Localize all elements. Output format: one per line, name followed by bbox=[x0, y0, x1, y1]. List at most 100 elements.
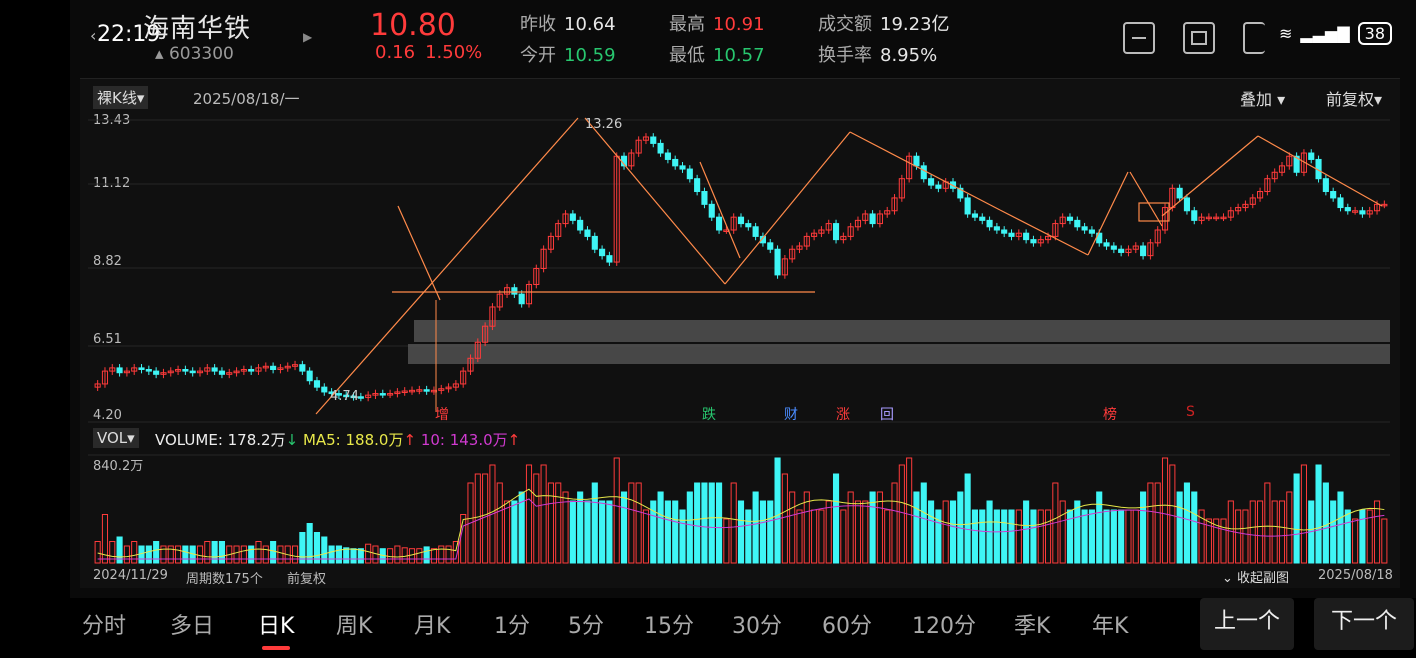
candle-body bbox=[438, 388, 445, 391]
trend-line bbox=[724, 131, 851, 285]
candle-body bbox=[416, 389, 423, 392]
volume-bar bbox=[613, 457, 620, 564]
candle-body bbox=[708, 203, 715, 218]
candle-body bbox=[423, 389, 430, 392]
candle-body bbox=[759, 235, 766, 244]
tab-1min[interactable]: 1分 bbox=[494, 614, 530, 639]
candle-body bbox=[467, 357, 474, 372]
event-marker[interactable]: 涨 bbox=[836, 407, 850, 423]
volume-bar bbox=[1205, 518, 1212, 564]
candle-body bbox=[387, 393, 394, 396]
candle-body bbox=[891, 197, 898, 212]
open-label: 今开 bbox=[520, 45, 556, 66]
volume-bar bbox=[869, 491, 876, 564]
fullscreen-icon[interactable] bbox=[1243, 22, 1265, 54]
candle-body bbox=[291, 364, 299, 367]
tab-15min[interactable]: 15分 bbox=[644, 614, 694, 639]
turnover-value: 8.95% bbox=[880, 45, 938, 66]
candle-body bbox=[460, 370, 467, 385]
candle-body bbox=[832, 223, 840, 241]
volume-bar bbox=[562, 491, 569, 564]
candle-body bbox=[350, 395, 357, 399]
last-price: 10.80 bbox=[370, 8, 456, 43]
back-icon[interactable]: ‹ bbox=[90, 26, 97, 45]
volume-bar bbox=[533, 473, 540, 564]
tab-5min[interactable]: 5分 bbox=[568, 614, 604, 639]
candle-body bbox=[737, 216, 745, 225]
trend-line bbox=[1129, 171, 1163, 227]
candle-body bbox=[1278, 165, 1286, 173]
event-marker[interactable]: S bbox=[1186, 404, 1195, 420]
prev-stock-button[interactable]: 上一个 bbox=[1200, 598, 1294, 650]
indicator-select[interactable]: VOL▾ bbox=[93, 428, 139, 448]
candle-body bbox=[876, 213, 883, 225]
adjust-select[interactable]: 前复权▾ bbox=[1326, 86, 1382, 110]
tab-month-k[interactable]: 月K bbox=[414, 614, 451, 639]
candle-body bbox=[1373, 203, 1381, 212]
tab-week-k[interactable]: 周K bbox=[336, 614, 373, 639]
chevron-down-icon: ▾ bbox=[1374, 90, 1383, 109]
candle-body bbox=[474, 341, 481, 359]
tab-year-k[interactable]: 年K bbox=[1092, 614, 1129, 639]
up-arrow-icon: ↑ bbox=[507, 431, 521, 449]
event-marker[interactable]: 跌 bbox=[702, 407, 716, 423]
overlay-select[interactable]: 叠加 ▾ bbox=[1240, 86, 1285, 110]
tab-30min[interactable]: 30分 bbox=[732, 614, 782, 639]
candle-body bbox=[569, 213, 576, 221]
volume-bar bbox=[511, 500, 518, 564]
up-arrow-icon: ↑ bbox=[403, 431, 417, 449]
event-marker[interactable]: 回 bbox=[880, 407, 894, 423]
candle-body bbox=[840, 235, 847, 241]
volume-bar bbox=[1249, 500, 1256, 564]
next-stock-button[interactable]: 下一个 bbox=[1314, 598, 1414, 650]
volume-bar bbox=[335, 545, 342, 564]
candle-body bbox=[993, 226, 1000, 231]
next-stock-icon[interactable]: ▶ bbox=[303, 30, 313, 44]
volume-bar bbox=[949, 500, 957, 564]
event-marker[interactable]: 增 bbox=[435, 407, 449, 423]
trend-line bbox=[699, 161, 741, 259]
tab-duori[interactable]: 多日 bbox=[170, 614, 215, 639]
candle-body bbox=[847, 226, 854, 237]
volume-bar bbox=[898, 464, 905, 564]
adjust-footer: 前复权 bbox=[287, 572, 327, 587]
candle-body bbox=[591, 235, 598, 250]
volume-bar bbox=[306, 523, 313, 564]
candle-body bbox=[262, 365, 269, 369]
candle-body bbox=[196, 370, 204, 374]
volume-legend: VOLUME: 178.2万↓ MA5: 188.0万↑ 10: 143.0万↑ bbox=[155, 429, 520, 450]
event-marker[interactable]: 榜 bbox=[1103, 407, 1117, 423]
minimize-icon[interactable] bbox=[1123, 22, 1155, 54]
volume-bar bbox=[270, 541, 277, 564]
volume-bar bbox=[891, 482, 898, 564]
candle-body bbox=[752, 226, 759, 237]
layout-icon[interactable] bbox=[1183, 22, 1215, 54]
candle-body bbox=[1052, 223, 1059, 237]
volume-bar bbox=[394, 545, 401, 564]
candle-body bbox=[745, 223, 752, 228]
tab-120min[interactable]: 120分 bbox=[912, 614, 976, 639]
candle-body bbox=[774, 248, 781, 276]
kline-type-select[interactable]: 裸K线▾ bbox=[93, 86, 149, 109]
collapse-subchart-button[interactable]: ⌄ 收起副图 bbox=[1222, 567, 1289, 586]
volume-bar bbox=[620, 491, 628, 564]
tab-day-k[interactable]: 日K bbox=[258, 608, 294, 650]
tab-fenshi[interactable]: 分时 bbox=[82, 614, 127, 639]
battery-icon: 38 bbox=[1357, 22, 1392, 45]
volume-bar bbox=[1030, 509, 1037, 564]
volume-bar bbox=[160, 545, 167, 564]
volume-bar bbox=[299, 532, 306, 564]
volume-bar bbox=[1110, 509, 1117, 564]
candle-body bbox=[123, 370, 130, 374]
candle-body bbox=[635, 139, 642, 154]
candle-body bbox=[401, 390, 408, 393]
collapse-label: 收起副图 bbox=[1237, 571, 1290, 586]
candle-body bbox=[1300, 152, 1307, 173]
event-marker[interactable]: 财 bbox=[784, 407, 798, 423]
tab-60min[interactable]: 60分 bbox=[822, 614, 872, 639]
volume-bar bbox=[1001, 509, 1008, 564]
volume-bar bbox=[153, 541, 160, 564]
candle-body bbox=[408, 389, 416, 393]
tab-season-k[interactable]: 季K bbox=[1014, 614, 1051, 639]
